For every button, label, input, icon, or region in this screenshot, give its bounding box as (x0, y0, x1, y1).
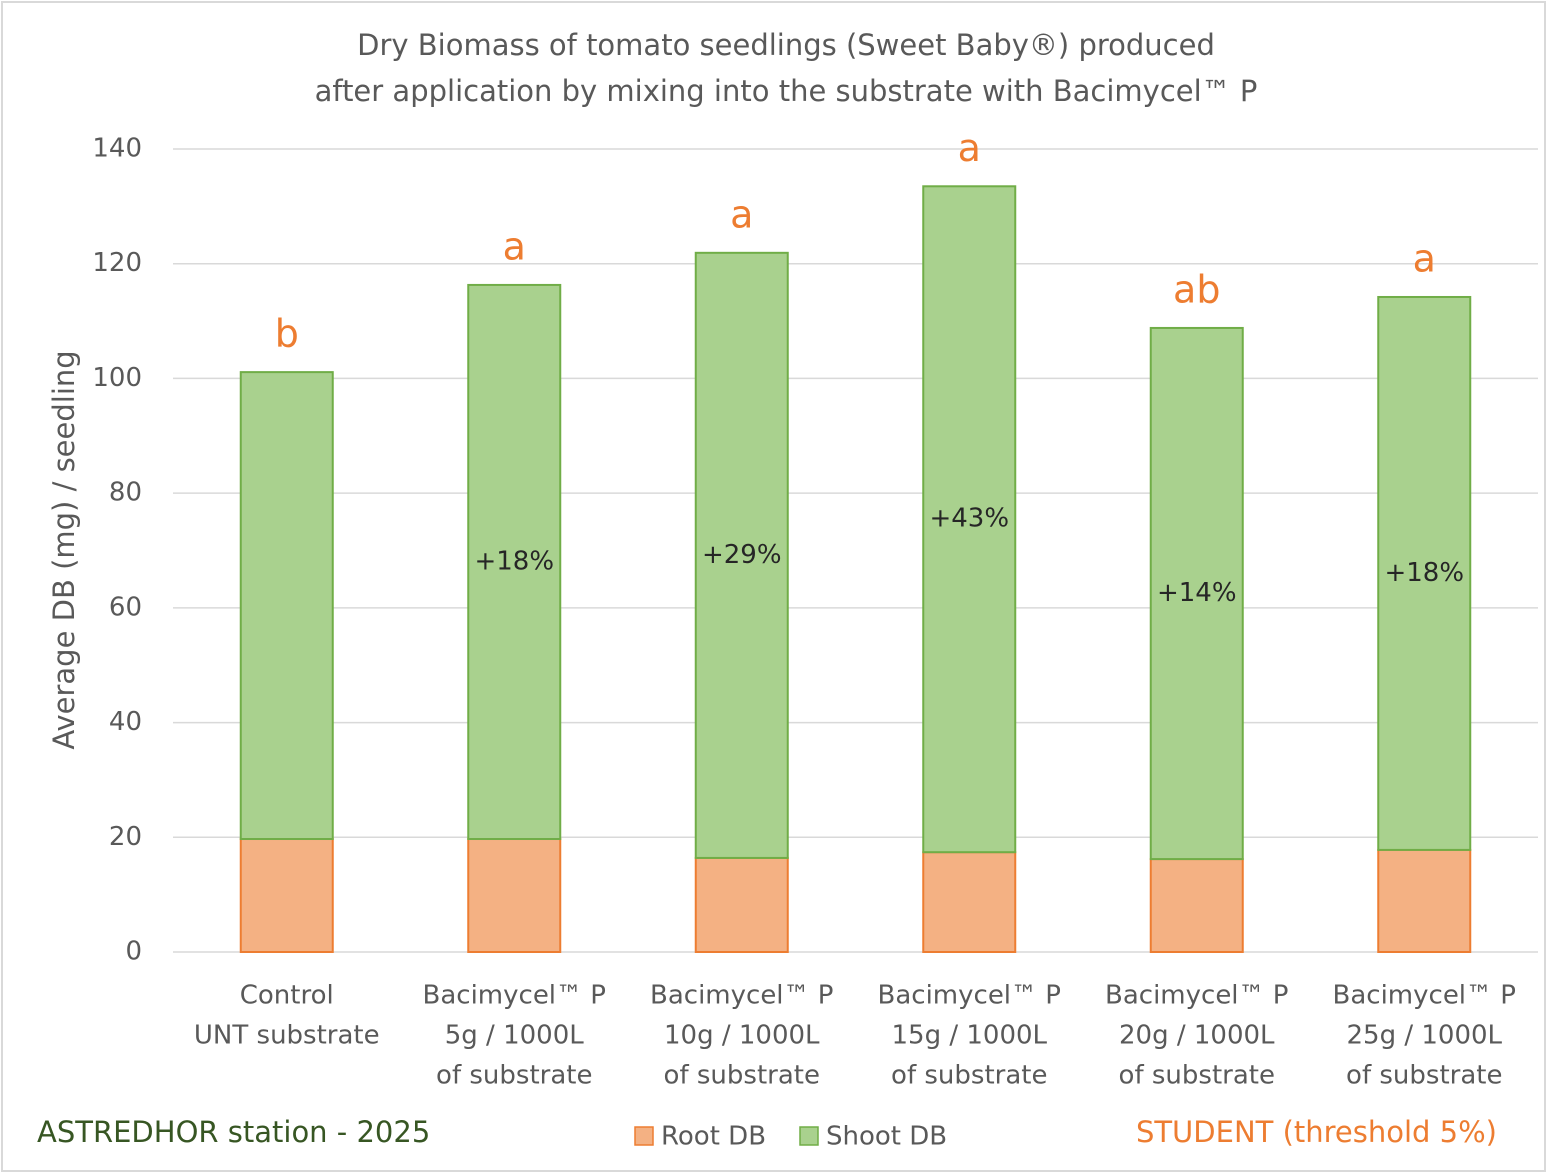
legend-label: Root DB (661, 1122, 766, 1152)
bar-segment (239, 371, 334, 841)
gain-label: +14% (1157, 578, 1237, 608)
chart-title: after application by mixing into the sub… (315, 74, 1258, 108)
x-tick-label: of substrate (891, 1061, 1047, 1091)
bar-segment (922, 851, 1017, 953)
x-tick-label: of substrate (664, 1061, 820, 1091)
bar-segment (1149, 858, 1244, 953)
bar-segment (467, 838, 562, 953)
x-tick-label: Bacimycel™ P (1105, 981, 1288, 1011)
significance-label: a (503, 224, 526, 268)
significance-label: a (958, 126, 981, 170)
y-axis-label: Average DB (mg) / seedling (47, 350, 81, 749)
y-tick-label: 80 (109, 478, 142, 508)
significance-label: a (1413, 236, 1436, 280)
x-tick-label: 15g / 1000L (891, 1021, 1047, 1051)
y-tick-label: 100 (92, 363, 142, 393)
x-tick-label: of substrate (1346, 1061, 1502, 1091)
legend-label: Shoot DB (826, 1122, 947, 1152)
x-tick-label: 25g / 1000L (1346, 1021, 1502, 1051)
x-tick-label: of substrate (436, 1061, 592, 1091)
bar-segment (467, 283, 562, 841)
y-tick-label: 60 (109, 592, 142, 622)
x-tick-label: Bacimycel™ P (423, 981, 606, 1011)
x-tick-label: 10g / 1000L (664, 1021, 820, 1051)
gain-label: +18% (474, 546, 554, 576)
chart-title: Dry Biomass of tomato seedlings (Sweet B… (357, 28, 1215, 62)
bar-segment (1149, 326, 1244, 861)
legend-swatch (634, 1126, 654, 1146)
y-tick-label: 140 (92, 134, 142, 164)
y-tick-label: 20 (109, 822, 142, 852)
x-tick-label: Bacimycel™ P (650, 981, 833, 1011)
y-tick-label: 0 (125, 937, 142, 967)
legend-swatch (799, 1126, 819, 1146)
bar-segment (239, 838, 334, 953)
significance-label: b (275, 312, 299, 356)
gain-label: +43% (929, 504, 1009, 534)
x-tick-label: UNT substrate (194, 1021, 380, 1051)
footer-right: STUDENT (threshold 5%) (1136, 1115, 1497, 1149)
x-tick-label: Control (240, 981, 334, 1011)
significance-label: a (730, 192, 753, 236)
y-tick-label: 120 (92, 248, 142, 278)
y-tick-label: 40 (109, 707, 142, 737)
gain-label: +29% (702, 540, 782, 570)
x-tick-label: Bacimycel™ P (878, 981, 1061, 1011)
x-tick-label: Bacimycel™ P (1333, 981, 1516, 1011)
significance-label: ab (1173, 267, 1220, 311)
x-tick-label: 20g / 1000L (1119, 1021, 1275, 1051)
bar-segment (922, 185, 1017, 854)
x-tick-label: 5g / 1000L (445, 1021, 585, 1051)
gain-label: +18% (1384, 558, 1464, 588)
x-tick-label: of substrate (1119, 1061, 1275, 1091)
bar-segment (694, 856, 789, 953)
bar-segment (694, 251, 789, 859)
footer-left: ASTREDHOR station - 2025 (37, 1115, 430, 1149)
bar-segment (1377, 295, 1472, 851)
bar-segment (1377, 848, 1472, 954)
